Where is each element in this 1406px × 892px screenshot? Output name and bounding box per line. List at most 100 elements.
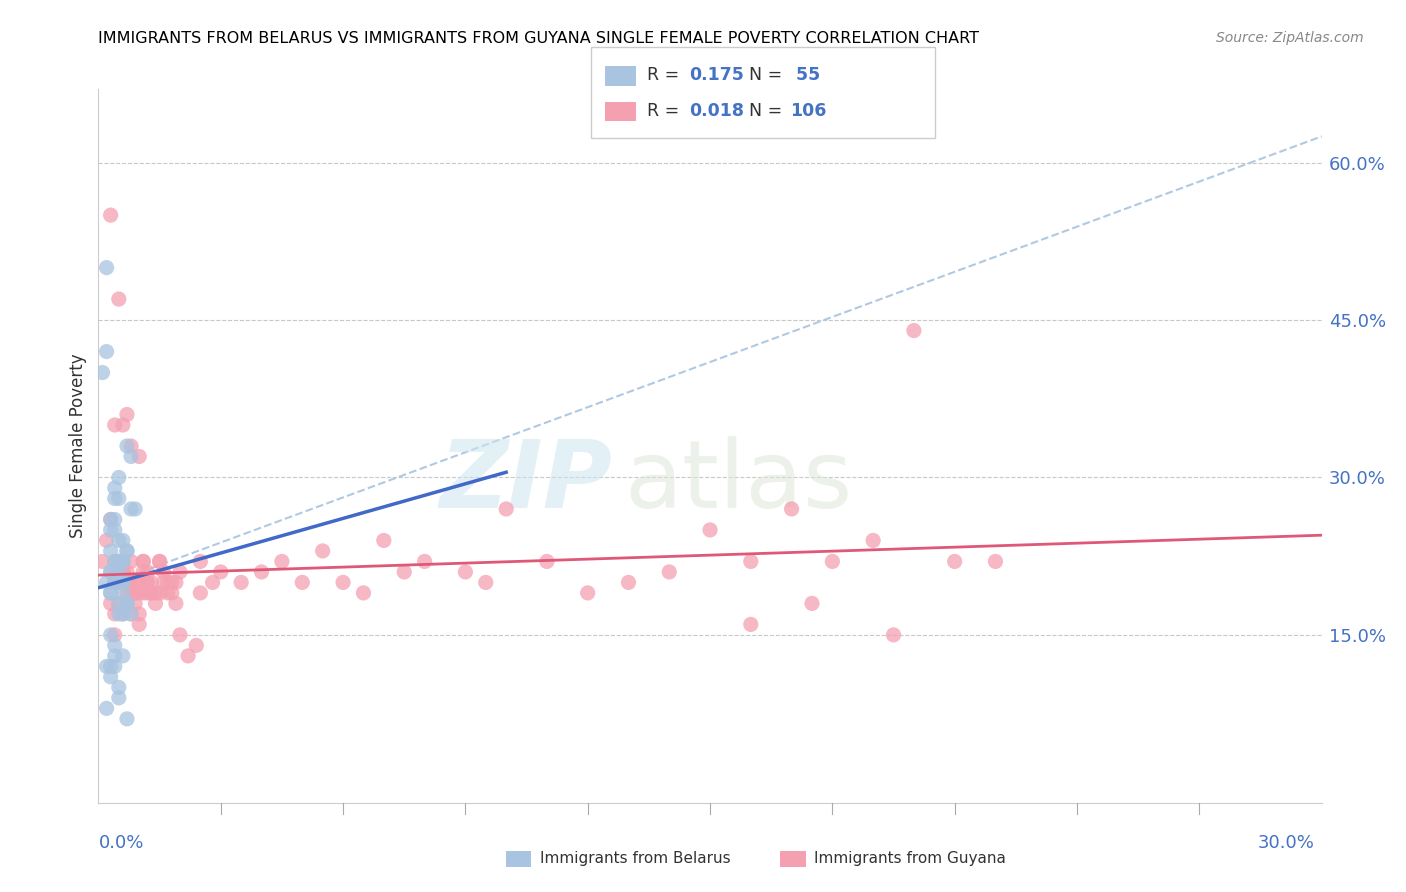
Point (104, 575, 127, 590)
Point (141, 575, 163, 590)
Point (124, 586, 146, 600)
Point (108, 470, 131, 484)
Point (373, 533, 395, 548)
Point (115, 596, 138, 610)
Point (108, 554, 131, 568)
Point (108, 607, 131, 621)
Point (120, 554, 142, 568)
Point (145, 586, 167, 600)
Point (96, 575, 118, 590)
Point (96, 344, 118, 359)
Point (108, 533, 131, 548)
Point (152, 565, 174, 579)
Point (108, 690, 131, 705)
Point (111, 565, 134, 579)
Point (201, 575, 224, 590)
Point (104, 659, 127, 673)
Point (115, 575, 138, 590)
Point (156, 586, 179, 600)
Point (186, 639, 208, 653)
Point (115, 408, 138, 422)
Point (111, 565, 134, 579)
Point (141, 586, 163, 600)
Text: ZIP: ZIP (439, 435, 612, 528)
Point (115, 586, 138, 600)
Point (100, 586, 122, 600)
Point (111, 417, 134, 432)
Point (152, 575, 174, 590)
Point (120, 575, 142, 590)
Point (104, 607, 127, 621)
Point (111, 575, 134, 590)
Point (96, 659, 118, 673)
Point (100, 596, 122, 610)
Point (740, 617, 762, 632)
Point (115, 544, 138, 558)
Text: atlas: atlas (624, 435, 852, 528)
Point (100, 512, 122, 526)
Point (100, 565, 122, 579)
Text: 106: 106 (790, 102, 827, 120)
Point (149, 554, 172, 568)
Text: R =: R = (647, 66, 685, 84)
Text: Immigrants from Belarus: Immigrants from Belarus (540, 851, 731, 865)
Point (312, 544, 335, 558)
Point (124, 596, 146, 610)
Point (120, 607, 142, 621)
Point (100, 586, 122, 600)
Point (454, 565, 477, 579)
Point (128, 617, 150, 632)
Point (115, 575, 138, 590)
Point (96, 701, 118, 715)
Point (984, 554, 1007, 568)
Point (104, 512, 127, 526)
Point (136, 565, 159, 579)
Point (115, 544, 138, 558)
Point (100, 523, 122, 537)
Point (120, 607, 142, 621)
Point (883, 628, 905, 642)
Point (474, 575, 498, 590)
Point (177, 648, 200, 663)
Point (108, 491, 131, 506)
Point (108, 292, 131, 306)
Point (115, 712, 138, 726)
Point (124, 586, 146, 600)
Point (108, 554, 131, 568)
Point (156, 575, 179, 590)
Point (169, 628, 191, 642)
Point (104, 628, 127, 642)
Point (149, 586, 172, 600)
Point (124, 502, 146, 516)
Point (111, 575, 134, 590)
Point (111, 607, 134, 621)
Point (124, 575, 146, 590)
Point (132, 554, 155, 568)
Point (104, 639, 127, 653)
Point (141, 586, 163, 600)
Point (128, 575, 150, 590)
Point (132, 586, 155, 600)
Point (862, 533, 884, 548)
Point (115, 565, 138, 579)
Point (128, 586, 150, 600)
Point (943, 554, 966, 568)
Point (104, 575, 127, 590)
Point (160, 575, 183, 590)
Text: 0.175: 0.175 (689, 66, 744, 84)
Text: 0.0%: 0.0% (98, 834, 143, 852)
Point (536, 554, 558, 568)
Point (104, 648, 127, 663)
Point (108, 565, 131, 579)
Point (699, 523, 721, 537)
Point (111, 648, 134, 663)
Point (136, 586, 159, 600)
Point (165, 575, 187, 590)
Point (104, 417, 127, 432)
Point (165, 596, 187, 610)
Point (145, 596, 167, 610)
Text: 55: 55 (790, 66, 821, 84)
Point (120, 502, 142, 516)
Point (291, 575, 314, 590)
Point (576, 586, 599, 600)
